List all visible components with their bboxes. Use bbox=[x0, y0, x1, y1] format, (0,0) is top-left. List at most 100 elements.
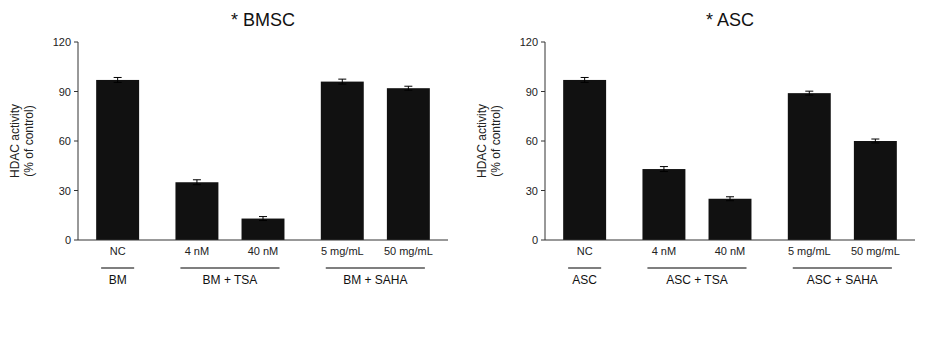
error-cap bbox=[404, 86, 412, 87]
error-bar bbox=[805, 91, 813, 95]
error-cap bbox=[259, 220, 267, 221]
group-bracket bbox=[793, 267, 892, 268]
error-cap bbox=[660, 171, 668, 172]
error-cap bbox=[581, 82, 589, 83]
y-tick-label: 30 bbox=[526, 185, 538, 197]
error-bar bbox=[114, 77, 122, 82]
panel: 0 30 60 90 120 NC 4 nM 40 nM 5 mg/mL 50 mg/mL ASC A… bbox=[475, 10, 915, 287]
y-tick-label: 0 bbox=[65, 234, 71, 246]
bar bbox=[788, 93, 831, 240]
error-bar bbox=[660, 167, 668, 172]
y-tick bbox=[541, 42, 545, 43]
y-tick bbox=[541, 190, 545, 191]
x-tick-label: 50 mg/mL bbox=[384, 245, 433, 257]
error-cap bbox=[581, 77, 589, 78]
group-bracket bbox=[180, 267, 279, 268]
chart-canvas: 0 30 60 90 120 NC 4 nM 40 nM 5 mg/mL 50 mg/mL BM BM… bbox=[0, 0, 927, 340]
error-cap bbox=[193, 179, 201, 180]
error-bar bbox=[193, 180, 201, 185]
error-stem bbox=[117, 77, 118, 82]
error-cap bbox=[726, 200, 734, 201]
bar bbox=[642, 169, 685, 240]
error-bar bbox=[871, 139, 879, 143]
x-tick-label: 4 nM bbox=[185, 245, 209, 257]
error-stem bbox=[342, 79, 343, 84]
bar bbox=[563, 80, 606, 240]
y-tick-label: 120 bbox=[53, 36, 71, 48]
bar bbox=[321, 82, 364, 240]
error-cap bbox=[726, 196, 734, 197]
error-cap bbox=[338, 84, 346, 85]
x-axis-line bbox=[78, 240, 448, 241]
error-stem bbox=[730, 197, 731, 201]
error-stem bbox=[408, 86, 409, 90]
error-stem bbox=[584, 77, 585, 82]
error-cap bbox=[805, 91, 813, 92]
y-tick bbox=[74, 91, 78, 92]
error-cap bbox=[193, 184, 201, 185]
error-stem bbox=[263, 217, 264, 221]
y-tick bbox=[74, 240, 78, 241]
y-tick-label: 60 bbox=[526, 135, 538, 147]
bar bbox=[709, 199, 752, 240]
y-tick bbox=[74, 141, 78, 142]
error-cap bbox=[805, 95, 813, 96]
y-tick-label: 30 bbox=[59, 185, 71, 197]
error-cap bbox=[259, 216, 267, 217]
x-tick-label: 5 mg/mL bbox=[788, 245, 831, 257]
error-bar bbox=[404, 86, 412, 90]
error-cap bbox=[114, 77, 122, 78]
group-label: ASC + TSA bbox=[666, 273, 727, 287]
bar bbox=[96, 80, 139, 240]
x-tick-label: NC bbox=[577, 245, 593, 257]
y-tick-label: 120 bbox=[520, 36, 538, 48]
error-bar bbox=[338, 79, 346, 84]
error-cap bbox=[871, 139, 879, 140]
y-tick bbox=[541, 91, 545, 92]
x-tick-label: 40 nM bbox=[715, 245, 746, 257]
y-tick-label: 60 bbox=[59, 135, 71, 147]
x-tick-label: 50 mg/mL bbox=[851, 245, 900, 257]
group-bracket bbox=[568, 267, 601, 268]
y-tick-label: 90 bbox=[59, 86, 71, 98]
panel: 0 30 60 90 120 NC 4 nM 40 nM 5 mg/mL 50 mg/mL BM BM… bbox=[8, 10, 448, 287]
error-bar bbox=[726, 197, 734, 201]
error-cap bbox=[404, 90, 412, 91]
y-tick-label: 0 bbox=[532, 234, 538, 246]
y-tick-label: 90 bbox=[526, 86, 538, 98]
y-tick bbox=[541, 240, 545, 241]
x-tick-label: 4 nM bbox=[652, 245, 676, 257]
bar bbox=[854, 141, 897, 240]
group-label: ASC bbox=[572, 273, 597, 287]
y-axis-label-line: (% of control) bbox=[489, 105, 503, 176]
y-axis-label: HDAC activity(% of control) bbox=[475, 104, 503, 178]
y-axis-label-line: HDAC activity bbox=[8, 104, 22, 178]
x-tick-label: 5 mg/mL bbox=[321, 245, 364, 257]
x-tick-label: NC bbox=[110, 245, 126, 257]
bar bbox=[242, 219, 285, 240]
group-bracket bbox=[326, 267, 425, 268]
group-label: BM bbox=[109, 273, 127, 287]
marks bbox=[563, 77, 897, 240]
error-stem bbox=[196, 180, 197, 185]
y-axis-label-line: HDAC activity bbox=[475, 104, 489, 178]
group-label: BM + SAHA bbox=[343, 273, 407, 287]
error-cap bbox=[871, 142, 879, 143]
error-stem bbox=[809, 91, 810, 95]
group-bracket bbox=[101, 267, 134, 268]
error-cap bbox=[660, 166, 668, 167]
y-axis-label-line: (% of control) bbox=[22, 105, 36, 176]
error-cap bbox=[114, 82, 122, 83]
y-axis-label: HDAC activity(% of control) bbox=[8, 104, 36, 178]
y-tick bbox=[541, 141, 545, 142]
title: * ASC bbox=[706, 10, 754, 30]
group-label: BM + TSA bbox=[203, 273, 258, 287]
error-stem bbox=[875, 139, 876, 143]
x-tick-label: 40 nM bbox=[248, 245, 279, 257]
title: * BMSC bbox=[231, 10, 295, 30]
y-tick bbox=[74, 190, 78, 191]
error-cap bbox=[338, 79, 346, 80]
y-tick bbox=[74, 42, 78, 43]
marks bbox=[96, 77, 430, 240]
error-bar bbox=[581, 77, 589, 82]
